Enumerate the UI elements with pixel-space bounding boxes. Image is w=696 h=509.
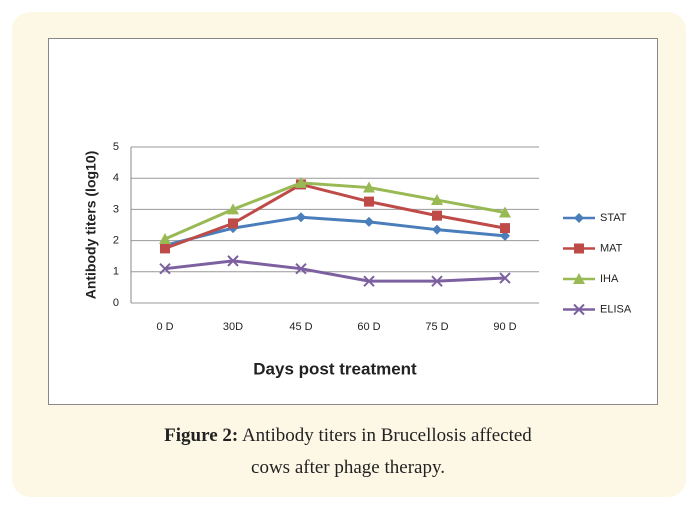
marker — [227, 203, 239, 215]
marker — [431, 194, 443, 206]
marker — [431, 275, 443, 287]
marker — [159, 262, 171, 275]
y-tick-label: 1 — [113, 266, 119, 278]
x-tick-label: 0 D — [156, 321, 173, 333]
x-tick-label: 30D — [223, 321, 243, 333]
y-tick-label: 5 — [113, 141, 119, 153]
marker — [499, 206, 511, 218]
y-tick-label: 0 — [113, 297, 119, 309]
x-tick-label: 45 D — [289, 321, 312, 333]
series-line — [164, 181, 506, 241]
marker — [500, 230, 510, 241]
marker — [364, 216, 374, 227]
marker — [499, 272, 511, 284]
y-axis-label: Antibody titers (log10) — [83, 151, 99, 300]
marker — [573, 273, 585, 284]
marker — [574, 243, 584, 254]
marker — [228, 218, 238, 229]
caption-line: Figure 2: Antibody titers in Brucellosis… — [0, 420, 696, 452]
marker — [432, 210, 442, 221]
caption-line: cows after phage therapy. — [251, 457, 445, 478]
series-line — [164, 182, 506, 250]
marker — [227, 255, 239, 267]
series-line — [164, 259, 506, 283]
y-tick-label: 3 — [113, 203, 119, 215]
marker — [296, 212, 306, 223]
caption-text: Antibody titers in Brucellosis affected — [241, 425, 532, 446]
marker — [574, 213, 584, 223]
series-line — [164, 215, 506, 247]
x-axis-label: Days post treatment — [253, 359, 417, 378]
marker — [160, 243, 170, 254]
marker — [295, 176, 307, 188]
marker — [573, 303, 585, 316]
marker — [363, 181, 375, 193]
legend-label: MAT — [600, 242, 623, 254]
x-tick-label: 60 D — [357, 321, 380, 333]
legend-label: IHA — [600, 273, 619, 285]
legend-label: ELISA — [600, 303, 632, 315]
marker — [500, 223, 510, 234]
marker — [295, 262, 307, 275]
y-tick-label: 4 — [113, 172, 119, 184]
marker — [363, 275, 375, 287]
y-tick-label: 2 — [113, 235, 119, 247]
chart: Days post treatment Antibody titers (log… — [83, 141, 632, 379]
marker — [159, 233, 171, 245]
x-tick-label: 90 D — [493, 321, 516, 333]
marker — [364, 196, 374, 207]
legend-label: STAT — [600, 212, 627, 224]
x-tick-label: 75 D — [425, 321, 448, 333]
caption-label: Figure 2: — [164, 425, 239, 446]
marker — [432, 224, 442, 235]
caption: Figure 2: Antibody titers in Brucellosis… — [0, 420, 696, 484]
